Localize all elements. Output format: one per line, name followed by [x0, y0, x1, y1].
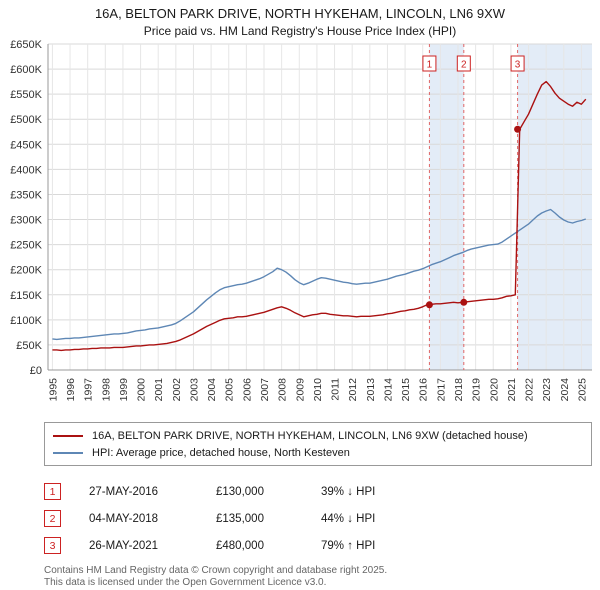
legend-label-hpi: HPI: Average price, detached house, Nort… [92, 446, 350, 459]
transaction-date: 26-MAY-2021 [89, 539, 159, 552]
transaction-row: 1 27-MAY-2016 £130,000 39% ↓ HPI [44, 478, 600, 505]
transaction-number-badge: 1 [44, 483, 61, 500]
property-price-line [52, 80, 587, 352]
y-axis-label: £50K [16, 340, 42, 352]
chart-legend: 16A, BELTON PARK DRIVE, NORTH HYKEHAM, L… [44, 422, 592, 466]
ownership-band [517, 44, 592, 370]
hpi-line [52, 208, 587, 341]
x-axis-label: 2012 [347, 378, 359, 402]
sale-marker-dot [425, 301, 433, 309]
x-axis-label: 2004 [206, 378, 218, 402]
y-axis-label: £100K [10, 315, 42, 327]
y-axis-label: £500K [10, 114, 42, 126]
sale-number-label: 3 [515, 60, 521, 71]
ownership-band [429, 44, 464, 370]
sale-marker-dot [460, 298, 468, 306]
page-title: 16A, BELTON PARK DRIVE, NORTH HYKEHAM, L… [94, 6, 506, 21]
footer: Contains HM Land Registry data © Crown c… [44, 565, 600, 589]
x-axis-label: 2003 [188, 378, 200, 402]
x-axis-label: 2008 [277, 378, 289, 402]
x-axis-label: 2024 [559, 378, 571, 402]
x-axis-label: 2011 [330, 378, 342, 401]
x-axis-label: 2020 [488, 378, 500, 402]
y-axis-label: £550K [10, 89, 42, 101]
y-axis-label: £650K [10, 39, 42, 51]
x-axis-label: 2017 [435, 378, 447, 402]
x-axis-label: 1996 [65, 378, 77, 402]
transaction-number-badge: 2 [44, 510, 61, 527]
sale-number-label: 2 [461, 60, 467, 71]
x-axis-label: 2023 [541, 378, 553, 402]
x-axis-label: 1995 [47, 378, 59, 402]
x-axis-label: 2021 [506, 378, 518, 402]
x-axis-label: 2015 [400, 378, 412, 402]
x-axis-label: 2014 [382, 378, 394, 402]
x-axis-label: 2016 [418, 378, 430, 402]
transaction-row: 3 26-MAY-2021 £480,000 79% ↑ HPI [44, 532, 600, 559]
sale-number-label: 1 [427, 60, 433, 71]
sale-number-box [456, 55, 471, 72]
x-axis-label: 2025 [576, 378, 588, 402]
page-subtitle: Price paid vs. HM Land Registry's House … [143, 24, 457, 38]
x-axis-label: 2002 [171, 378, 183, 402]
transaction-price: £135,000 [216, 512, 264, 525]
hpi-line-swatch [53, 451, 83, 454]
x-axis-label: 2007 [259, 378, 271, 402]
y-axis-label: £0 [30, 365, 42, 377]
y-axis-label: £150K [10, 290, 42, 302]
x-axis-label: 1997 [83, 378, 95, 402]
sale-number-box [422, 55, 437, 72]
transaction-price: £130,000 [216, 485, 264, 498]
transaction-row: 2 04-MAY-2018 £135,000 44% ↓ HPI [44, 505, 600, 532]
x-axis-label: 1999 [118, 378, 130, 402]
y-axis-label: £350K [10, 189, 42, 201]
y-axis-label: £400K [10, 164, 42, 176]
y-axis-label: £300K [10, 215, 42, 227]
transaction-hpi-delta: 79% ↑ HPI [321, 539, 376, 552]
transactions-table: 1 27-MAY-2016 £130,000 39% ↓ HPI 2 04-MA… [44, 478, 600, 559]
transaction-number-badge: 3 [44, 537, 61, 554]
footer-copyright-line: Contains HM Land Registry data © Crown c… [44, 565, 388, 576]
x-axis-label: 2001 [153, 378, 165, 402]
transaction-hpi-delta: 44% ↓ HPI [321, 512, 376, 525]
y-axis-label: £450K [10, 139, 42, 151]
sale-number-box [510, 55, 525, 72]
x-axis-label: 2000 [136, 378, 148, 402]
x-axis-label: 2018 [453, 378, 465, 402]
y-axis-label: £250K [10, 240, 42, 252]
transaction-hpi-delta: 39% ↓ HPI [321, 485, 376, 498]
x-axis-label: 1998 [100, 378, 112, 402]
sale-marker-dot [514, 125, 522, 133]
y-axis-label: £600K [10, 64, 42, 76]
transaction-date: 04-MAY-2018 [89, 512, 159, 525]
transaction-price: £480,000 [216, 539, 264, 552]
property-line-swatch [53, 434, 83, 437]
footer-licence-line: This data is licensed under the Open Gov… [44, 577, 327, 588]
x-axis-label: 2022 [524, 378, 536, 402]
price-chart: £0 £50K £100K £150K £200K £250K £300K £350K £400… [10, 39, 592, 402]
transaction-date: 27-MAY-2016 [89, 485, 159, 498]
legend-item-property: 16A, BELTON PARK DRIVE, NORTH HYKEHAM, L… [53, 427, 583, 444]
x-axis-label: 2019 [471, 378, 483, 402]
x-axis-label: 2010 [312, 378, 324, 402]
x-axis-label: 2005 [224, 378, 236, 402]
x-axis-label: 2009 [294, 378, 306, 402]
legend-item-hpi: HPI: Average price, detached house, Nort… [53, 444, 583, 461]
legend-label-property: 16A, BELTON PARK DRIVE, NORTH HYKEHAM, L… [92, 429, 528, 442]
y-axis-label: £200K [10, 265, 42, 277]
x-axis-label: 2006 [241, 378, 253, 402]
chart-header: 16A, BELTON PARK DRIVE, NORTH HYKEHAM, L… [0, 0, 600, 38]
x-axis-label: 2013 [365, 378, 377, 402]
